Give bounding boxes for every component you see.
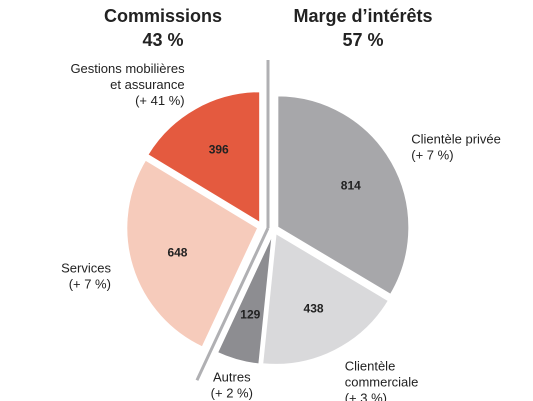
slice-value: 438 <box>304 301 324 315</box>
slice-label: Clientèle commerciale (+ 3 %) <box>345 359 419 401</box>
pie-slice <box>261 231 391 366</box>
group-title: Marge d’intérêts <box>293 6 432 26</box>
slice-label: Clientèle privée (+ 7 %) <box>411 131 501 162</box>
slice-value: 648 <box>167 245 187 259</box>
group-divider <box>195 227 270 381</box>
label-line: Services <box>61 261 111 276</box>
change-label: (+ 3 %) <box>345 391 387 401</box>
label-line: Gestions mobilières <box>70 61 185 76</box>
change-label: (+ 41 %) <box>135 93 185 108</box>
change-label: (+ 2 %) <box>211 386 253 401</box>
change-label: (+ 7 %) <box>411 147 453 162</box>
group-share: 57 % <box>342 30 383 50</box>
pie-slice <box>145 90 262 225</box>
label-line: et assurance <box>110 77 184 92</box>
slice-value: 814 <box>341 179 361 193</box>
slice-value: 396 <box>209 143 229 157</box>
change-label: (+ 7 %) <box>69 277 111 292</box>
slice-label: Services (+ 7 %) <box>61 261 111 292</box>
slice-label: Gestions mobilières et assurance (+ 41 %) <box>70 61 185 108</box>
label-line: Autres <box>213 370 251 385</box>
label-line: Clientèle privée <box>411 131 501 146</box>
pie-slice <box>276 94 411 297</box>
slice-label: Autres (+ 2 %) <box>211 370 253 401</box>
group-share: 43 % <box>142 30 183 50</box>
label-line: commerciale <box>345 375 419 390</box>
pie-slice <box>215 232 274 366</box>
group-title: Commissions <box>104 6 222 26</box>
pie-slice <box>125 158 260 349</box>
slice-value: 129 <box>240 308 260 322</box>
label-line: Clientèle <box>345 359 396 374</box>
